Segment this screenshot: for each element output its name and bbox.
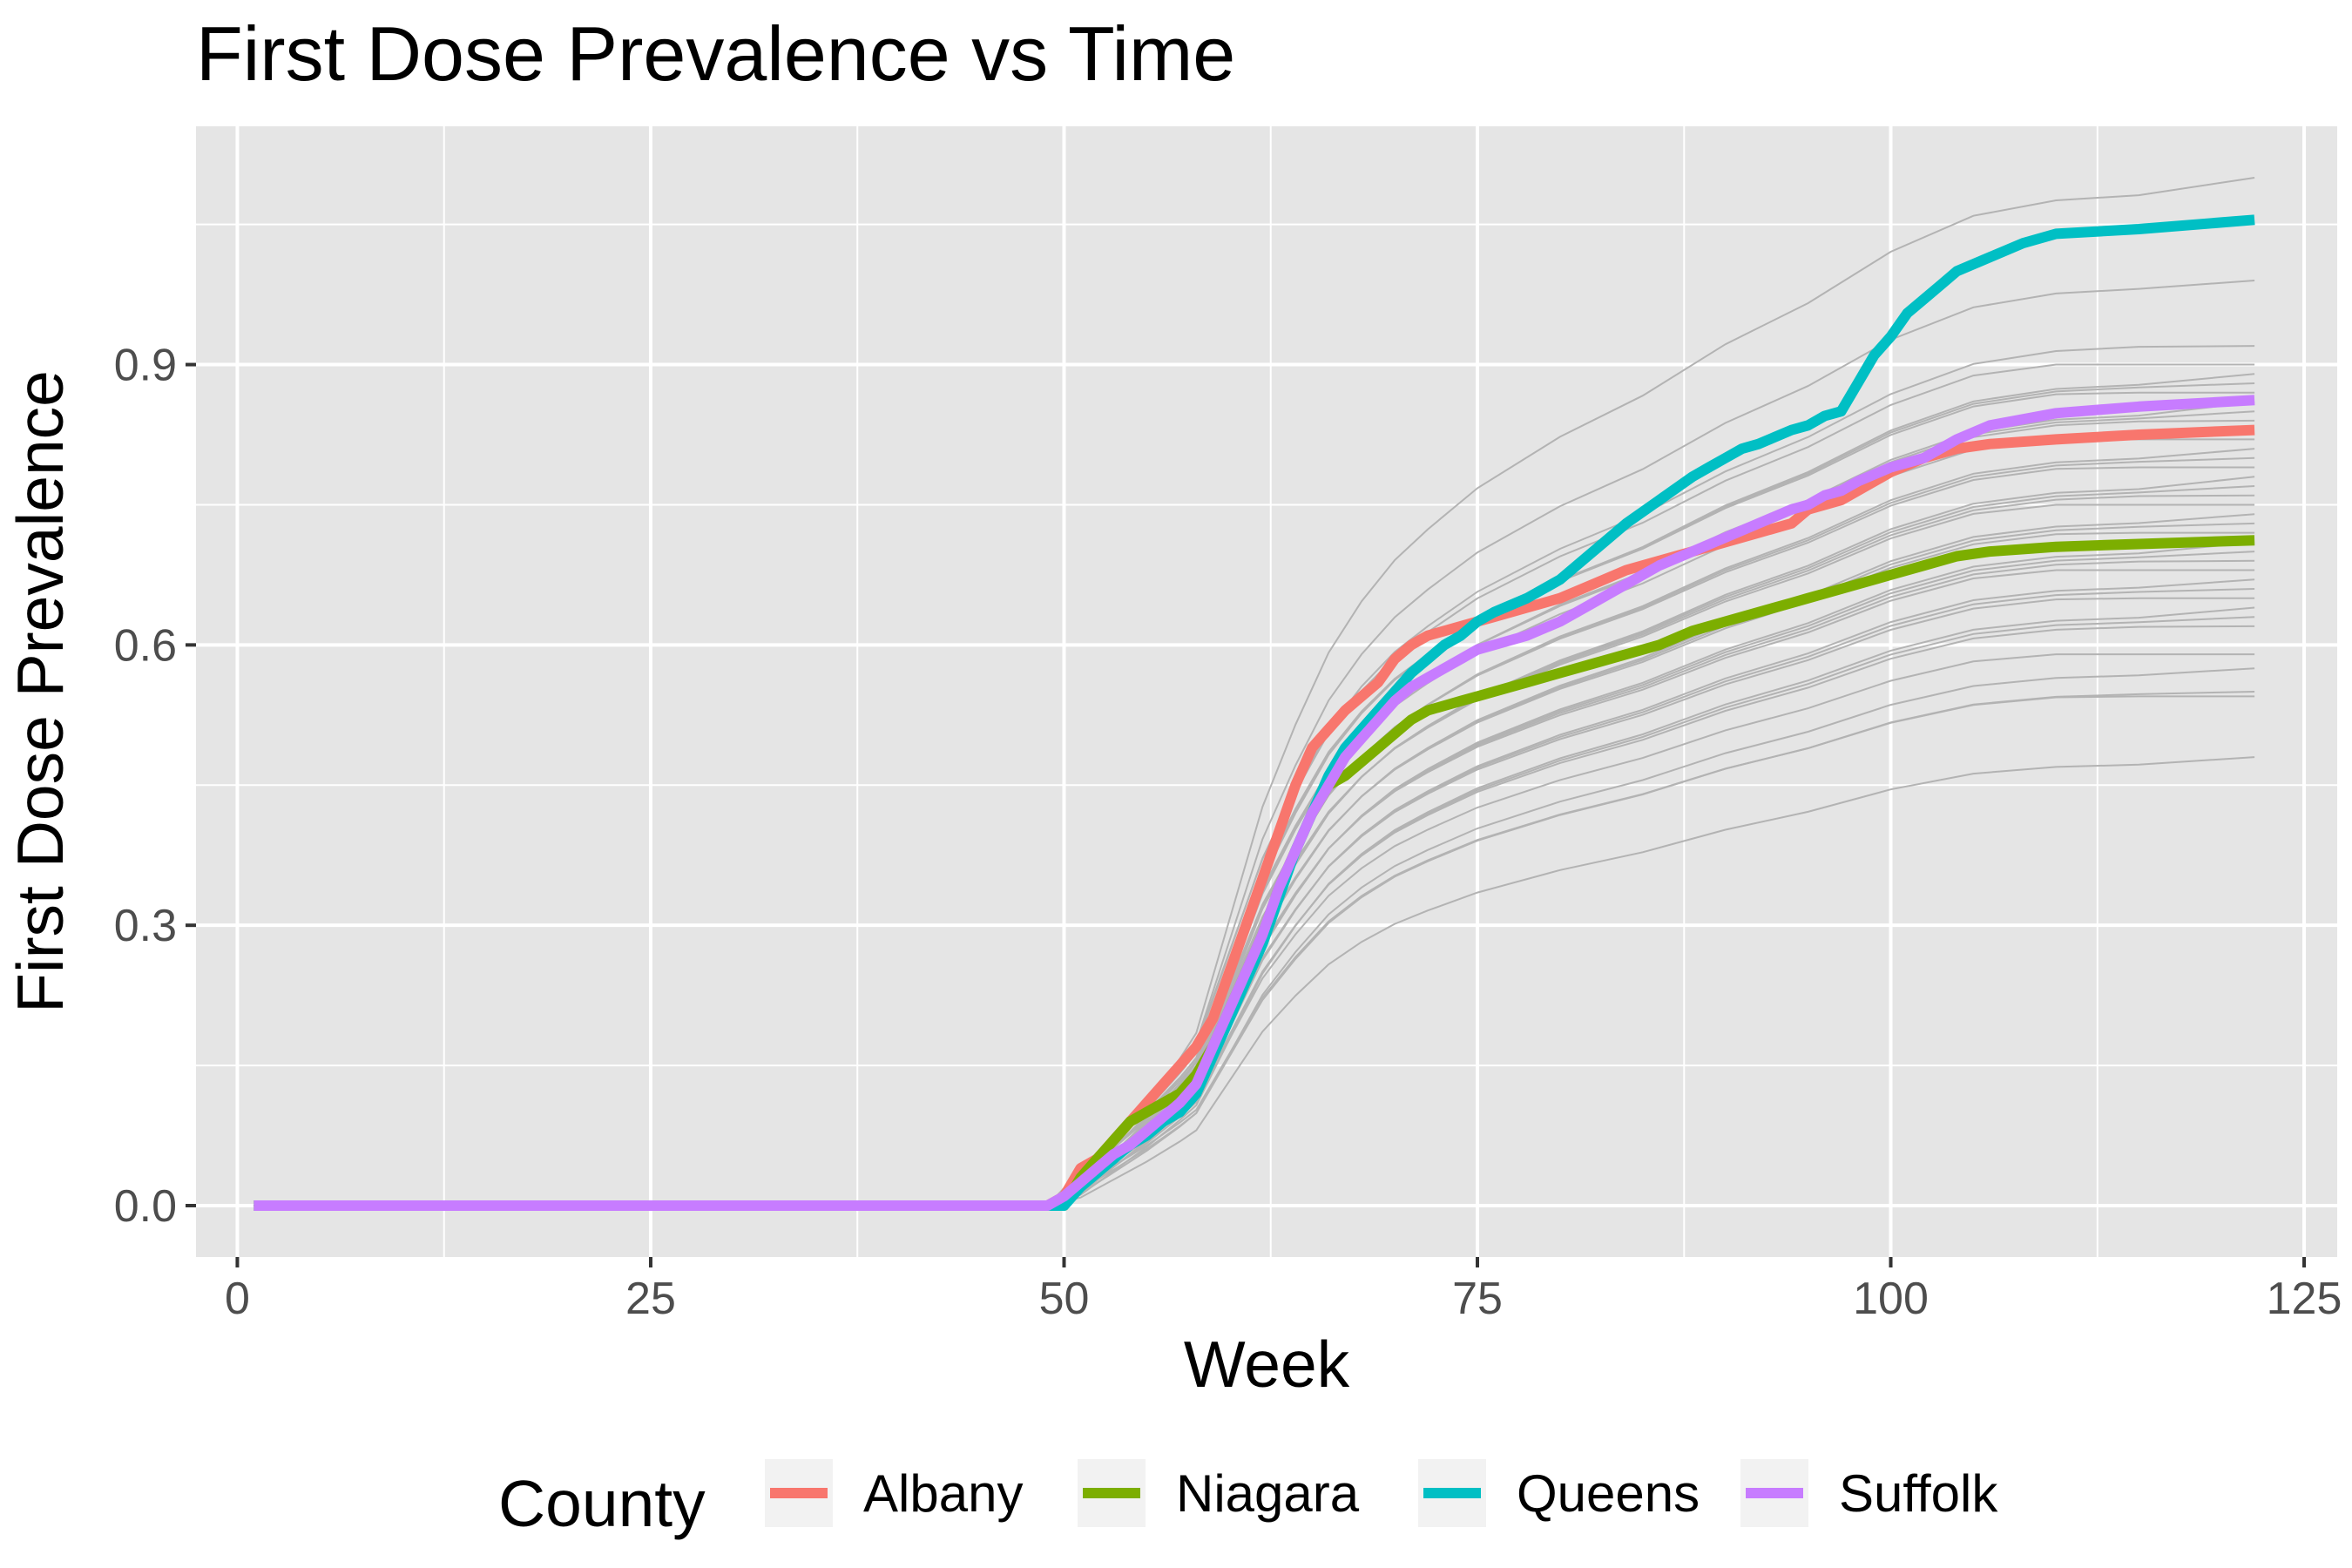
minor-gridlines xyxy=(196,126,2337,1257)
highlighted-county-lines xyxy=(253,214,2255,1211)
series-line-queens xyxy=(253,214,2255,1211)
background-county-line xyxy=(253,756,2255,1206)
legend: County Albany Niagara Queens Suffolk xyxy=(498,1459,1998,1540)
y-axis-title: First Dose Prevalence xyxy=(3,370,77,1013)
background-county-line xyxy=(253,504,2255,1206)
legend-label-queens: Queens xyxy=(1517,1464,1700,1523)
series-line-suffolk xyxy=(253,395,2255,1211)
background-county-line xyxy=(253,616,2255,1206)
series-line-albany xyxy=(253,424,2255,1211)
y-tick-label: 0.6 xyxy=(114,620,177,671)
x-tick-label: 100 xyxy=(1853,1274,1929,1324)
legend-label-suffolk: Suffolk xyxy=(1839,1464,1998,1523)
legend-label-niagara: Niagara xyxy=(1176,1464,1360,1523)
y-axis-ticks: 0.0 0.3 0.6 0.9 xyxy=(114,341,196,1232)
series-line-niagara xyxy=(253,535,2255,1211)
background-county-line xyxy=(253,667,2255,1206)
x-tick-label: 75 xyxy=(1452,1274,1503,1324)
x-axis-title: Week xyxy=(1184,1328,1350,1401)
y-tick-label: 0.9 xyxy=(114,341,177,391)
y-tick-label: 0.0 xyxy=(114,1181,177,1232)
x-tick-label: 25 xyxy=(625,1274,676,1324)
x-tick-label: 50 xyxy=(1039,1274,1090,1324)
x-tick-label: 125 xyxy=(2267,1274,2342,1324)
chart-title: First Dose Prevalence vs Time xyxy=(196,10,1235,97)
legend-title: County xyxy=(498,1467,706,1540)
legend-label-albany: Albany xyxy=(863,1464,1023,1523)
plot-panel xyxy=(196,126,2337,1257)
x-axis-ticks: 0 25 50 75 100 125 xyxy=(225,1257,2342,1324)
y-tick-label: 0.3 xyxy=(114,901,177,951)
x-tick-label: 0 xyxy=(225,1274,250,1324)
background-county-line xyxy=(253,695,2255,1206)
